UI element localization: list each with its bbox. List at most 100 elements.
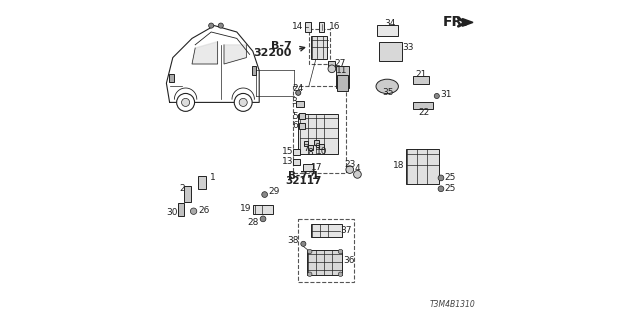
Bar	[303, 141, 308, 146]
Text: 14: 14	[292, 22, 303, 31]
Circle shape	[328, 65, 336, 73]
Text: B-7-1: B-7-1	[289, 171, 319, 181]
Bar	[305, 22, 311, 32]
Circle shape	[234, 93, 252, 111]
Circle shape	[339, 272, 343, 276]
Bar	[328, 61, 335, 67]
Bar	[296, 101, 304, 107]
Bar	[314, 140, 319, 145]
Text: T3M4B1310: T3M4B1310	[429, 300, 475, 309]
Text: 35: 35	[383, 88, 394, 97]
Text: 4: 4	[355, 164, 360, 173]
Bar	[184, 186, 191, 202]
Text: 10: 10	[316, 147, 327, 156]
Text: 31: 31	[440, 90, 452, 99]
Bar	[312, 36, 327, 59]
Text: 27: 27	[334, 59, 346, 68]
Bar	[253, 66, 257, 75]
Bar	[298, 115, 339, 155]
Bar	[377, 25, 397, 36]
Bar	[311, 224, 342, 237]
Bar	[406, 149, 439, 184]
Text: 1: 1	[210, 173, 215, 182]
Text: 7: 7	[303, 144, 308, 153]
Text: 25: 25	[445, 173, 456, 182]
Bar	[319, 144, 324, 149]
Bar	[379, 42, 402, 61]
Circle shape	[346, 166, 353, 173]
Text: FR.: FR.	[443, 15, 469, 29]
Bar	[337, 75, 348, 91]
Circle shape	[182, 98, 189, 107]
Text: 16: 16	[329, 22, 340, 31]
Bar	[319, 22, 324, 32]
Text: 18: 18	[394, 161, 405, 170]
Bar	[178, 203, 184, 216]
Text: 17: 17	[311, 163, 323, 172]
Text: B-7: B-7	[271, 41, 292, 52]
Text: 5: 5	[292, 112, 298, 121]
Text: 30: 30	[166, 208, 178, 217]
Bar	[298, 219, 354, 282]
Bar	[293, 159, 300, 165]
Polygon shape	[192, 42, 218, 64]
Bar	[413, 76, 429, 84]
Circle shape	[307, 272, 312, 276]
Bar	[303, 164, 312, 171]
Circle shape	[177, 93, 195, 111]
Text: 19: 19	[240, 204, 251, 213]
Text: 24: 24	[292, 84, 304, 93]
Text: 21: 21	[415, 70, 427, 79]
Text: 29: 29	[269, 187, 280, 196]
Bar	[309, 29, 330, 64]
Bar	[198, 176, 205, 189]
Text: 9: 9	[314, 143, 319, 152]
Circle shape	[191, 208, 197, 214]
Text: 15: 15	[282, 147, 294, 156]
Bar	[292, 86, 346, 173]
Circle shape	[438, 186, 444, 192]
Polygon shape	[462, 19, 473, 26]
Text: 38: 38	[288, 236, 300, 245]
Ellipse shape	[376, 79, 398, 93]
Text: 13: 13	[282, 157, 294, 166]
Circle shape	[339, 249, 343, 254]
Circle shape	[218, 23, 223, 28]
Text: 34: 34	[385, 19, 396, 28]
Polygon shape	[224, 45, 246, 64]
Bar	[413, 102, 433, 109]
Text: 11: 11	[336, 66, 348, 75]
Bar	[308, 145, 313, 150]
Text: 33: 33	[403, 43, 413, 52]
Text: 3: 3	[291, 97, 297, 106]
Text: 37: 37	[340, 226, 351, 235]
Bar	[307, 250, 342, 275]
Text: 36: 36	[344, 256, 355, 265]
Circle shape	[260, 216, 266, 222]
Text: 22: 22	[419, 108, 430, 117]
Text: 8: 8	[308, 148, 313, 157]
Bar	[253, 205, 273, 214]
Text: 26: 26	[198, 206, 210, 215]
Text: 32200: 32200	[253, 48, 292, 58]
Text: 2: 2	[179, 184, 185, 193]
Text: 6: 6	[292, 121, 298, 130]
Circle shape	[262, 192, 268, 197]
Circle shape	[435, 93, 440, 99]
Circle shape	[438, 175, 444, 181]
Circle shape	[354, 171, 361, 178]
Bar	[293, 149, 300, 155]
Circle shape	[209, 23, 214, 28]
Bar	[337, 66, 349, 88]
Circle shape	[307, 249, 312, 254]
Text: 23: 23	[344, 160, 355, 169]
Circle shape	[301, 241, 306, 246]
Circle shape	[296, 90, 301, 95]
Bar	[299, 113, 305, 119]
Text: 32117: 32117	[286, 176, 322, 186]
Text: 25: 25	[445, 184, 456, 193]
Bar	[169, 75, 174, 83]
Bar	[299, 123, 305, 129]
Text: 28: 28	[247, 218, 259, 227]
Circle shape	[239, 98, 247, 107]
